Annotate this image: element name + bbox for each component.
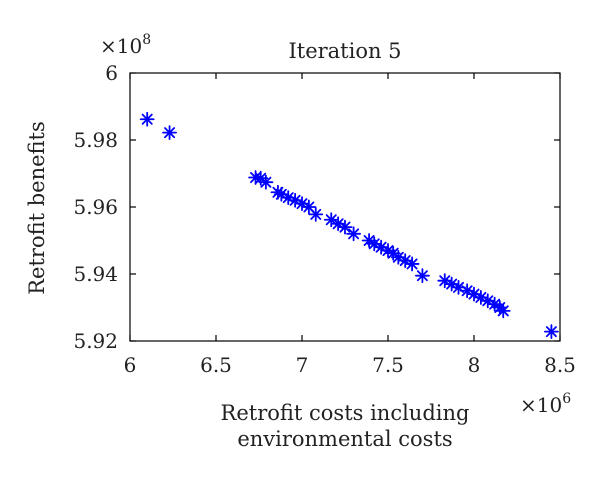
data-point — [139, 111, 155, 127]
data-point — [346, 226, 362, 242]
y-tick-label: 5.92 — [73, 329, 118, 353]
x-tick-label: 7.5 — [372, 353, 404, 377]
data-point — [330, 216, 346, 232]
x-tick-label: 8.5 — [544, 353, 576, 377]
x-axis-label-line2: environmental costs — [237, 427, 452, 451]
x-axis-multiplier: ×106 — [520, 391, 571, 417]
data-points — [139, 111, 559, 340]
data-point — [414, 268, 430, 284]
y-axis-ticks: 5.92 5.94 5.96 5.98 6 — [73, 61, 560, 353]
chart-title: Iteration 5 — [288, 39, 401, 63]
x-tick-label: 7 — [296, 353, 309, 377]
x-tick-label: 6.5 — [200, 353, 232, 377]
x-tick-label: 8 — [468, 353, 481, 377]
y-axis-multiplier: ×108 — [100, 32, 151, 58]
data-point — [495, 303, 511, 319]
y-tick-label: 5.94 — [73, 262, 118, 286]
y-tick-label: 5.98 — [73, 128, 118, 152]
data-point — [162, 125, 177, 141]
x-tick-label: 6 — [124, 353, 137, 377]
y-tick-label: 5.96 — [73, 195, 118, 219]
x-axis-label-line1: Retrofit costs including — [221, 401, 470, 425]
data-point — [337, 219, 353, 235]
x-axis-ticks: 6 6.5 7 7.5 8 8.5 — [124, 73, 576, 377]
y-tick-label: 6 — [105, 61, 118, 85]
data-point — [258, 174, 274, 190]
data-point — [544, 324, 559, 340]
data-point — [404, 256, 420, 272]
data-point — [473, 290, 489, 305]
data-point — [308, 206, 324, 222]
y-axis-label: Retrofit benefits — [25, 121, 49, 295]
